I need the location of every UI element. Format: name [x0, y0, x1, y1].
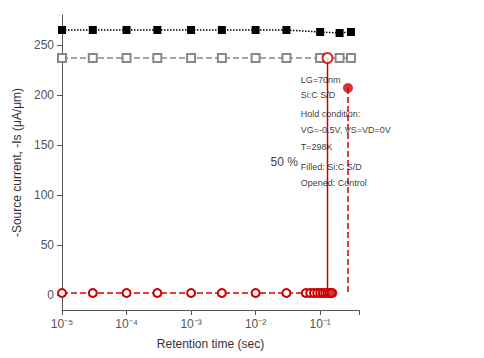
- svg-text:50: 50: [41, 238, 55, 252]
- svg-text:50 %: 50 %: [270, 155, 298, 169]
- svg-text:Opened: Control: Opened: Control: [301, 178, 367, 188]
- svg-text:10⁻¹: 10⁻¹: [309, 317, 330, 331]
- svg-text:-Source current, -Is (μA/μm): -Source current, -Is (μA/μm): [10, 88, 24, 237]
- svg-text:LG=70nm: LG=70nm: [301, 75, 341, 85]
- svg-text:VG=-0.5V, VS=VD=0V: VG=-0.5V, VS=VD=0V: [301, 125, 391, 135]
- svg-text:10⁻³: 10⁻³: [180, 317, 201, 331]
- svg-text:Filled: Si:C S/D: Filled: Si:C S/D: [301, 162, 363, 172]
- svg-text:10⁻⁴: 10⁻⁴: [115, 317, 138, 331]
- svg-text:Si:C S/D: Si:C S/D: [301, 90, 336, 100]
- svg-text:250: 250: [34, 38, 54, 52]
- svg-text:Retention time (sec): Retention time (sec): [157, 337, 264, 351]
- svg-text:0: 0: [47, 288, 54, 302]
- svg-text:10⁻⁵: 10⁻⁵: [51, 317, 73, 331]
- svg-text:Hold condition:: Hold condition:: [301, 109, 361, 119]
- svg-text:200: 200: [34, 88, 54, 102]
- svg-text:T=298K: T=298K: [301, 142, 333, 152]
- svg-text:150: 150: [34, 138, 54, 152]
- svg-text:10⁻²: 10⁻²: [245, 317, 266, 331]
- svg-text:100: 100: [34, 188, 54, 202]
